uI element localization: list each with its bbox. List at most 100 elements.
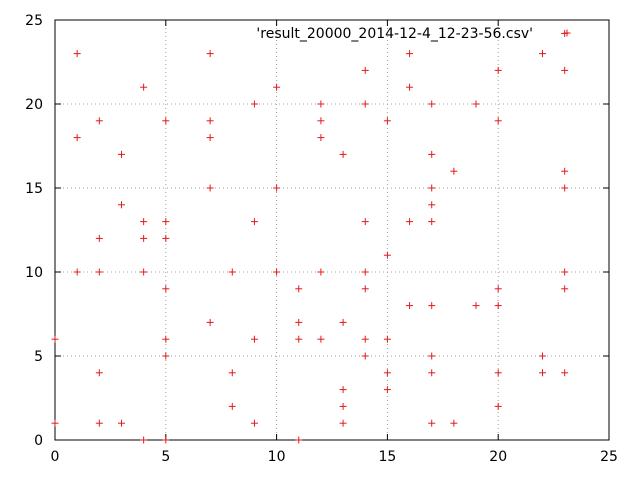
data-point — [406, 83, 414, 91]
data-point — [494, 66, 502, 74]
data-point — [361, 335, 369, 343]
data-point — [250, 100, 258, 108]
data-point — [140, 83, 148, 91]
data-point — [539, 50, 547, 58]
data-point — [228, 268, 236, 276]
data-point — [561, 184, 569, 192]
x-tick-label: 0 — [51, 449, 60, 465]
data-point — [250, 218, 258, 226]
x-tick-label: 15 — [378, 449, 396, 465]
data-point — [494, 302, 502, 310]
data-point — [428, 419, 436, 427]
x-tick-label: 25 — [600, 449, 618, 465]
data-point — [361, 285, 369, 293]
data-point — [317, 100, 325, 108]
data-point — [95, 117, 103, 125]
data-point — [428, 100, 436, 108]
data-point — [317, 335, 325, 343]
legend: 'result_20000_2014-12-4_12-23-56.csv' — [256, 26, 571, 42]
x-tick-label: 5 — [161, 449, 170, 465]
data-point — [250, 335, 258, 343]
data-point — [162, 335, 170, 343]
x-tick-label: 10 — [268, 449, 286, 465]
data-point — [339, 386, 347, 394]
data-point — [317, 268, 325, 276]
x-tick-label: 20 — [489, 449, 507, 465]
data-point — [339, 419, 347, 427]
data-point — [361, 268, 369, 276]
data-point — [450, 167, 458, 175]
data-point — [73, 268, 81, 276]
y-tick-label: 20 — [25, 97, 43, 113]
y-tick-label: 0 — [34, 433, 43, 449]
data-point — [428, 150, 436, 158]
y-tick-label: 5 — [34, 349, 43, 365]
data-point — [273, 83, 281, 91]
data-point — [539, 352, 547, 360]
y-tick-label: 10 — [25, 265, 43, 281]
data-point — [361, 66, 369, 74]
data-point — [117, 150, 125, 158]
data-point — [450, 419, 458, 427]
legend-label: 'result_20000_2014-12-4_12-23-56.csv' — [256, 26, 533, 42]
data-point — [428, 201, 436, 209]
data-point — [250, 419, 258, 427]
data-point — [140, 268, 148, 276]
data-point — [539, 369, 547, 377]
data-point — [228, 369, 236, 377]
data-point — [95, 369, 103, 377]
data-point — [228, 402, 236, 410]
data-point — [406, 218, 414, 226]
axis-ticks: 0 5 10 15 20 25 0 5 10 15 20 25 — [25, 13, 618, 465]
data-point — [273, 268, 281, 276]
data-point — [295, 335, 303, 343]
data-point — [206, 134, 214, 142]
data-points — [51, 29, 569, 444]
data-point — [383, 335, 391, 343]
data-point — [273, 184, 281, 192]
data-point — [494, 117, 502, 125]
data-point — [383, 386, 391, 394]
data-point — [162, 234, 170, 242]
y-tick-label: 25 — [25, 13, 43, 29]
data-point — [95, 234, 103, 242]
data-point — [295, 285, 303, 293]
data-point — [406, 302, 414, 310]
data-point — [140, 234, 148, 242]
data-point — [361, 218, 369, 226]
data-point — [162, 436, 170, 444]
data-point — [295, 436, 303, 444]
data-point — [428, 369, 436, 377]
data-point — [494, 369, 502, 377]
data-point — [51, 335, 59, 343]
data-point — [95, 419, 103, 427]
grid-lines — [55, 20, 609, 440]
data-point — [73, 50, 81, 58]
data-point — [317, 117, 325, 125]
data-point — [162, 352, 170, 360]
data-point — [561, 66, 569, 74]
data-point — [561, 268, 569, 276]
data-point — [561, 369, 569, 377]
data-point — [117, 201, 125, 209]
legend-marker — [563, 29, 571, 37]
data-point — [428, 184, 436, 192]
data-point — [140, 218, 148, 226]
data-point — [428, 302, 436, 310]
data-point — [162, 117, 170, 125]
data-point — [206, 318, 214, 326]
data-point — [206, 50, 214, 58]
data-point — [428, 352, 436, 360]
data-point — [73, 134, 81, 142]
data-point — [383, 117, 391, 125]
data-point — [361, 100, 369, 108]
y-tick-label: 15 — [25, 181, 43, 197]
data-point — [339, 150, 347, 158]
data-point — [561, 285, 569, 293]
data-point — [295, 318, 303, 326]
data-point — [206, 184, 214, 192]
data-point — [561, 167, 569, 175]
data-point — [383, 369, 391, 377]
